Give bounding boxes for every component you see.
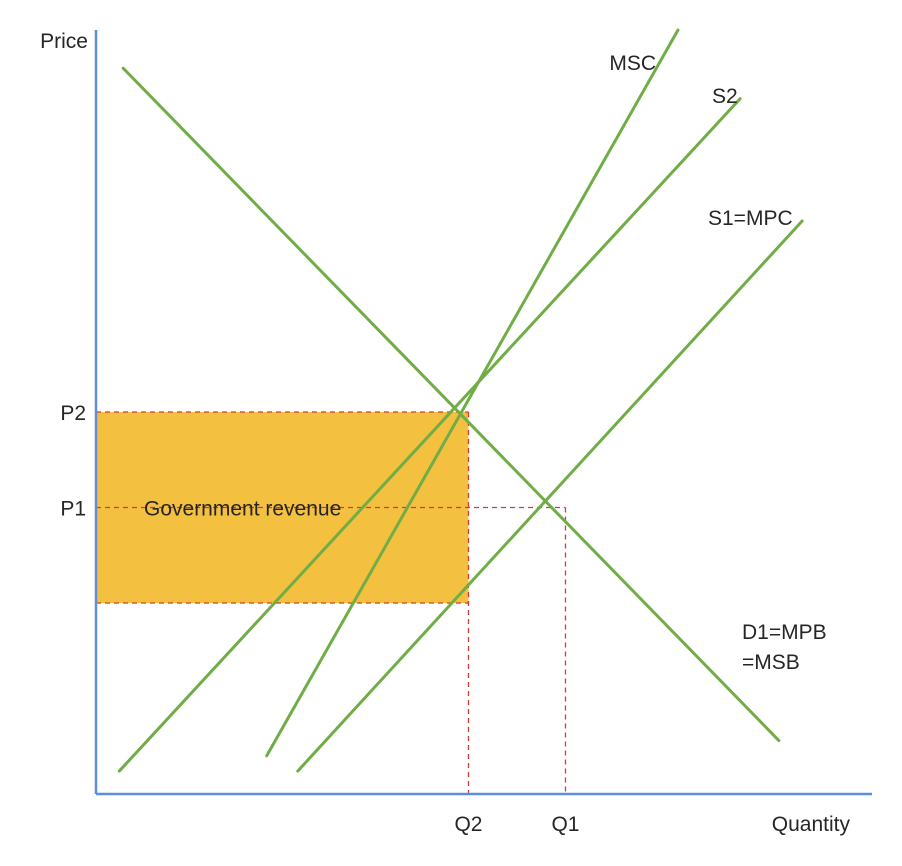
s2-label: S2 — [712, 85, 738, 108]
p2-tick-label: P2 — [60, 402, 86, 425]
s2-curve — [117, 97, 742, 773]
d1-mpb-msb-curve — [121, 66, 781, 743]
axes — [94, 30, 872, 796]
y-axis-label: Price — [40, 30, 88, 53]
d1-mpb-msb-label: D1=MPB =MSB — [742, 621, 827, 674]
labels: Price Quantity Government revenue MSC S2 S… — [40, 30, 850, 836]
q1-tick-label: Q1 — [551, 813, 579, 836]
msc-label: MSC — [609, 52, 656, 75]
p1-tick-label: P1 — [60, 498, 86, 521]
x-axis-label: Quantity — [772, 813, 851, 836]
q2-tick-label: Q2 — [454, 813, 482, 836]
s1-mpc-curve — [296, 219, 804, 773]
government-revenue-label: Government revenue — [144, 498, 341, 521]
msc-curve — [265, 28, 680, 758]
guide-lines — [96, 411, 567, 794]
s1-mpc-label: S1=MPC — [708, 207, 793, 230]
curves — [117, 28, 804, 773]
